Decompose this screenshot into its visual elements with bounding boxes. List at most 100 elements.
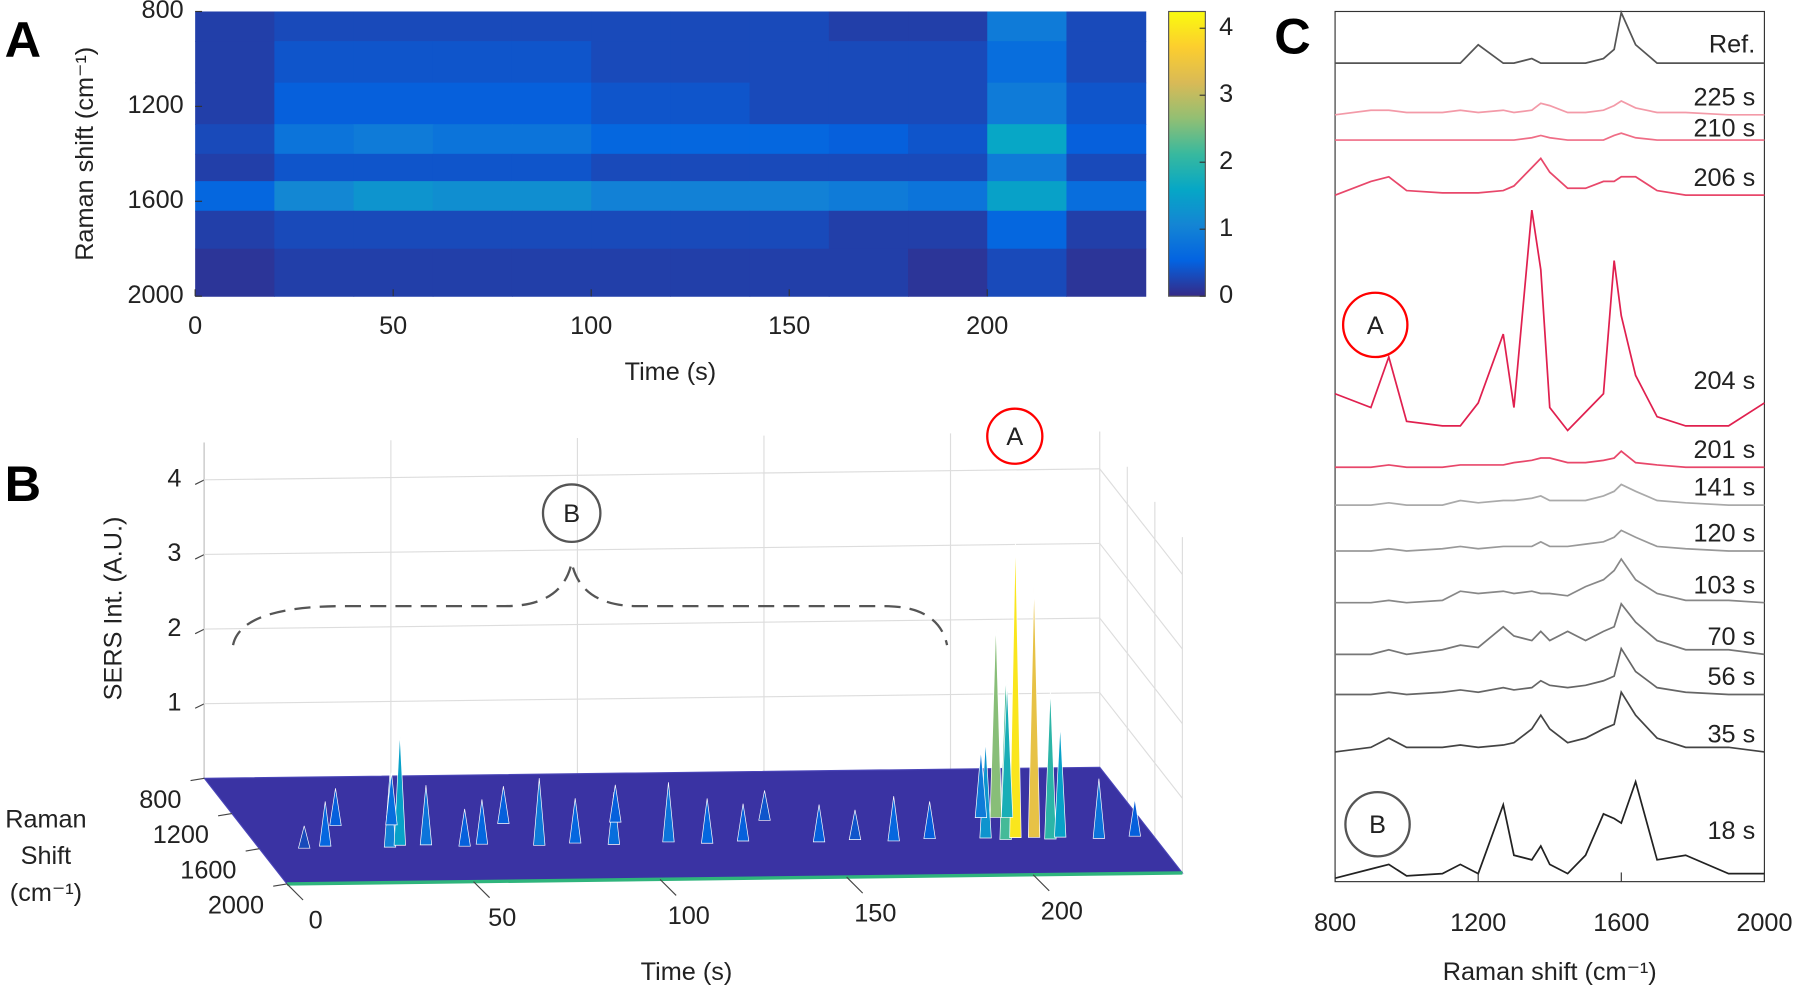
heatmap-cell [828, 181, 909, 212]
z-tick-label: 4 [167, 465, 181, 493]
heatmap-cell [432, 41, 513, 84]
spectrum-line [1334, 689, 1765, 753]
heatmap-cell [670, 248, 751, 297]
y-tick-label: 800 [142, 0, 184, 24]
z-tick [194, 479, 205, 485]
spectrum-line [1334, 100, 1765, 116]
y-axis-label: Raman [5, 805, 86, 833]
y-tick-label: 2000 [208, 892, 264, 920]
heatmap-cell [987, 11, 1068, 42]
heatmap-cell [1066, 181, 1147, 212]
heatmap-cell [1066, 153, 1147, 182]
heatmap-cell [591, 41, 671, 84]
heatmap-cell [591, 82, 671, 125]
spike [812, 804, 826, 843]
annotation: A [1367, 312, 1384, 340]
heatmap-cell [195, 124, 275, 155]
y-tick [190, 777, 205, 782]
spike [887, 796, 900, 842]
heatmap-cell [987, 248, 1068, 297]
spectrum-line [1334, 778, 1765, 880]
y-tick [273, 883, 288, 887]
x-tick-label: 1200 [1450, 909, 1506, 937]
z-tick-label: 3 [167, 539, 181, 567]
z-tick-label: 2 [167, 614, 181, 642]
spike [385, 772, 398, 826]
heatmap-cell [828, 210, 909, 250]
spike [533, 778, 546, 846]
x-tick-label: 800 [1314, 909, 1356, 937]
spike [497, 786, 510, 824]
heatmap-cell [432, 124, 513, 155]
heatmap-cell [591, 210, 671, 250]
grid-line [1099, 692, 1183, 799]
panel-label: A [5, 11, 41, 68]
y-tick-label: 1200 [128, 91, 184, 119]
spike [989, 623, 1002, 818]
heatmap-cell [749, 153, 830, 182]
heatmap-cell [274, 11, 355, 42]
annotation: B [563, 500, 580, 528]
y-axis-label: Shift [21, 842, 72, 870]
series-label: 141 s [1693, 474, 1755, 502]
heatmap-cell [828, 82, 909, 125]
x-tick-label: 50 [379, 312, 407, 340]
spectrum-line [1335, 529, 1765, 552]
spike [329, 788, 342, 826]
spike [569, 798, 582, 844]
spectrum-line [1335, 646, 1765, 696]
heatmap-cell [274, 124, 355, 155]
series-label: 35 s [1707, 721, 1755, 749]
series-label: 201 s [1693, 436, 1755, 464]
heatmap-cell [432, 181, 513, 212]
series-label: 56 s [1707, 663, 1755, 691]
heatmap-cell [1066, 124, 1147, 155]
x-tick-label: 2000 [1736, 909, 1792, 937]
spectrum-line [1334, 157, 1765, 197]
heatmap-cell [987, 210, 1068, 250]
x-tick [659, 878, 677, 896]
heatmap-cell [511, 124, 592, 155]
spike [923, 801, 936, 840]
heatmap-cell [274, 181, 355, 212]
spike [319, 801, 332, 847]
heatmap-cell [828, 153, 909, 182]
heatmap-cell [511, 248, 592, 297]
grid-line [1099, 543, 1183, 650]
heatmap-cell [749, 41, 830, 84]
x-tick [473, 881, 491, 899]
y-tick-label: 1600 [180, 856, 236, 884]
heatmap-cell [987, 181, 1068, 212]
heatmap-cell [908, 11, 988, 42]
front-edge [286, 871, 1183, 886]
heatmap-cell [432, 248, 513, 297]
heatmap-cell [511, 11, 592, 42]
x-axis-label: Time (s) [625, 358, 717, 386]
heatmap-cell [1066, 210, 1147, 250]
panel-label: B [5, 455, 41, 512]
series-label: 120 s [1693, 520, 1755, 548]
heatmap-cell [353, 82, 434, 125]
series-label: 70 s [1707, 623, 1755, 651]
spike [1044, 689, 1057, 840]
x-tick-label: 1600 [1593, 909, 1649, 937]
x-tick-label: 0 [188, 312, 202, 340]
heatmap-cell [670, 124, 751, 155]
heatmap-cell [828, 41, 909, 84]
heatmap-cell [353, 153, 434, 182]
heatmap-cell [908, 210, 988, 250]
colorbar-tick-label: 4 [1219, 13, 1233, 41]
brace [231, 562, 949, 646]
heatmap-cell [511, 210, 592, 250]
spectrum-line [1335, 557, 1765, 604]
heatmap-cell [511, 181, 592, 212]
x-tick-label: 150 [854, 900, 896, 928]
series-label: 225 s [1693, 83, 1755, 111]
heatmap-cell [1066, 41, 1147, 84]
x-tick-label: 0 [309, 906, 323, 934]
y-tick-label: 2000 [128, 281, 184, 309]
y-tick-label: 1200 [153, 821, 209, 849]
y-tick-label: 1600 [128, 186, 184, 214]
z-tick [194, 703, 205, 709]
heatmap-cell [432, 82, 513, 125]
